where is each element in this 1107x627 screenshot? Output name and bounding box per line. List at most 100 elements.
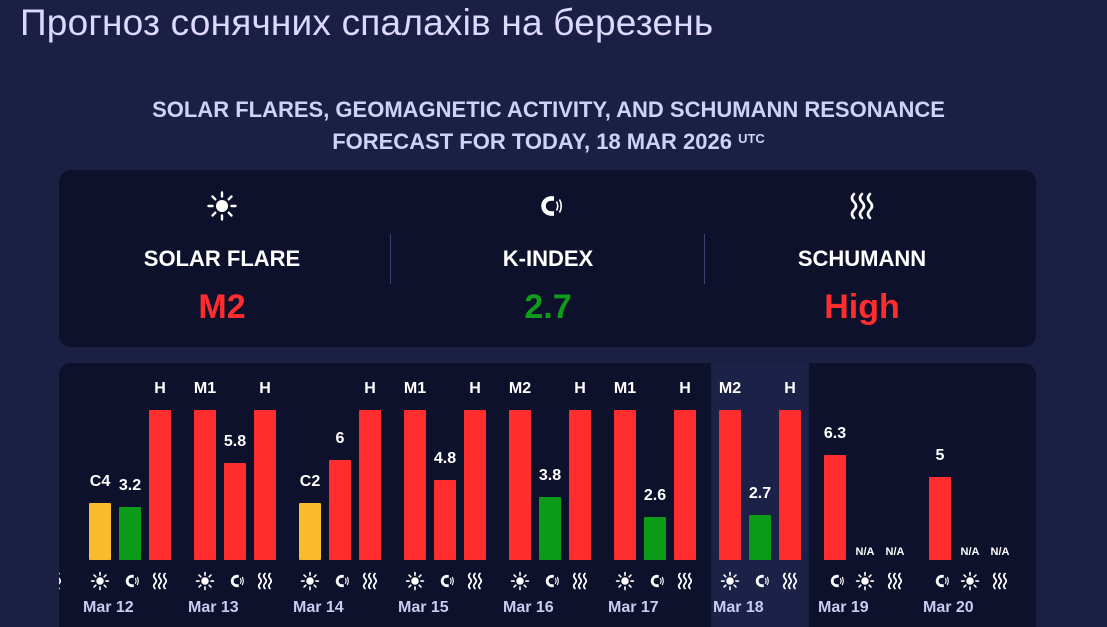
sun-icon xyxy=(59,190,385,222)
waves-icon xyxy=(779,570,801,592)
k-index-bar-label: 5.8 xyxy=(223,433,247,450)
summary-divider xyxy=(704,234,705,284)
summary-label: SCHUMANN xyxy=(797,246,927,271)
summary-divider xyxy=(390,234,391,284)
schumann-bar-label: H xyxy=(364,380,376,397)
waves-icon xyxy=(884,570,906,592)
schumann-bar-label: H xyxy=(259,380,271,397)
flare-bar xyxy=(299,503,321,560)
flare-bar-label: C2 xyxy=(299,473,321,490)
schumann-bar xyxy=(149,410,171,560)
schumann-na-label: N/A xyxy=(885,546,905,558)
utc-label: UTC xyxy=(738,131,765,146)
schumann-bar-label: H xyxy=(59,380,60,398)
magnet-icon xyxy=(434,570,456,592)
magnet-icon xyxy=(119,570,141,592)
k-index-bar xyxy=(329,460,351,560)
flare-bar-label: M2 xyxy=(508,380,532,397)
date-label: Mar 20 xyxy=(923,599,974,616)
schumann-bar xyxy=(464,410,486,560)
schumann-bar-label: H xyxy=(574,380,586,397)
date-label: Mar 12 xyxy=(83,599,134,616)
date-label: Mar 18 xyxy=(713,599,764,616)
waves-icon xyxy=(569,570,591,592)
sun-icon xyxy=(194,570,216,592)
sun-icon xyxy=(89,570,111,592)
schumann-bar xyxy=(674,410,696,560)
sun-icon xyxy=(719,570,741,592)
date-label: Mar 17 xyxy=(608,599,659,616)
schumann-bar xyxy=(254,410,276,560)
magnet-icon xyxy=(644,570,666,592)
magnet-icon xyxy=(224,570,246,592)
flare-bar xyxy=(194,410,216,560)
subtitle-date-text: FORECAST FOR TODAY, 18 MAR 2026 xyxy=(332,129,732,154)
schumann-bar-label: H xyxy=(154,380,166,397)
summary-label: K-INDEX xyxy=(502,246,594,271)
flare-bar-label: M1 xyxy=(193,380,217,397)
flare-bar xyxy=(614,410,636,560)
date-label: Mar 16 xyxy=(503,599,554,616)
k-index-bar-label: 3.2 xyxy=(118,477,142,494)
sun-icon xyxy=(299,570,321,592)
schumann-bar xyxy=(779,410,801,560)
schumann-bar xyxy=(569,410,591,560)
k-index-bar-label: 3.8 xyxy=(538,467,562,484)
schumann-bar-label: H xyxy=(469,380,481,397)
k-index-bar xyxy=(539,497,561,560)
schumann-bar-label: H xyxy=(679,380,691,397)
flare-bar xyxy=(89,503,111,560)
schumann-bar-label: H xyxy=(784,380,796,397)
waves-icon xyxy=(464,570,486,592)
waves-icon xyxy=(989,570,1011,592)
magnet-icon xyxy=(539,570,561,592)
schumann-na-label: N/A xyxy=(990,546,1010,558)
date-label: Mar 13 xyxy=(188,599,239,616)
flare-bar-label: M2 xyxy=(718,380,742,397)
k-index-bar xyxy=(749,515,771,560)
k-index-bar xyxy=(119,507,141,560)
summary-solar-flare: SOLAR FLARE M2 xyxy=(59,170,385,347)
sun-icon xyxy=(854,570,876,592)
k-index-bar-label: 4.8 xyxy=(433,450,457,467)
magnet-icon xyxy=(824,570,846,592)
flare-bar-label: C4 xyxy=(89,473,111,490)
waves-icon xyxy=(359,570,381,592)
schumann-bar xyxy=(359,410,381,560)
waves-icon xyxy=(674,570,696,592)
forecast-subtitle: SOLAR FLARES, GEOMAGNETIC ACTIVITY, AND … xyxy=(0,94,1097,158)
magnet-icon xyxy=(329,570,351,592)
k-index-bar xyxy=(224,463,246,560)
date-label: Mar 15 xyxy=(398,599,449,616)
k-index-bar xyxy=(434,480,456,560)
k-index-bar-label: 2.7 xyxy=(748,485,772,502)
k-index-bar-label: 2.6 xyxy=(643,487,667,504)
flare-na-label: N/A xyxy=(960,546,980,558)
k-index-bar-label: 6 xyxy=(335,430,345,447)
magnet-icon xyxy=(749,570,771,592)
summary-value: High xyxy=(824,288,900,326)
sun-icon xyxy=(509,570,531,592)
k-index-bar-label: 5 xyxy=(935,447,945,464)
flare-bar-label: M1 xyxy=(403,380,427,397)
k-index-bar xyxy=(644,517,666,560)
sun-icon xyxy=(959,570,981,592)
page-title: Прогноз сонячних спалахів на березень xyxy=(20,2,714,43)
summary-label: SOLAR FLARE xyxy=(143,246,301,271)
k-index-bar xyxy=(824,455,846,560)
date-label: Mar 14 xyxy=(293,599,344,616)
waves-icon xyxy=(254,570,276,592)
date-label: Mar 19 xyxy=(818,599,869,616)
magnet-icon xyxy=(929,570,951,592)
summary-schumann: SCHUMANN High xyxy=(699,170,1025,347)
subtitle-line-1: SOLAR FLARES, GEOMAGNETIC ACTIVITY, AND … xyxy=(152,97,945,122)
k-index-bar xyxy=(929,477,951,560)
flare-bar xyxy=(509,410,531,560)
subtitle-line-2: FORECAST FOR TODAY, 18 MAR 2026 UTC xyxy=(0,126,1097,158)
waves-icon xyxy=(149,570,171,592)
waves-icon xyxy=(699,190,1025,222)
flare-bar xyxy=(719,410,741,560)
flare-bar-label: M1 xyxy=(613,380,637,397)
today-summary-panel: SOLAR FLARE M2 K-INDEX 2.7 SCHUMANN High xyxy=(59,170,1036,347)
flare-bar xyxy=(404,410,426,560)
